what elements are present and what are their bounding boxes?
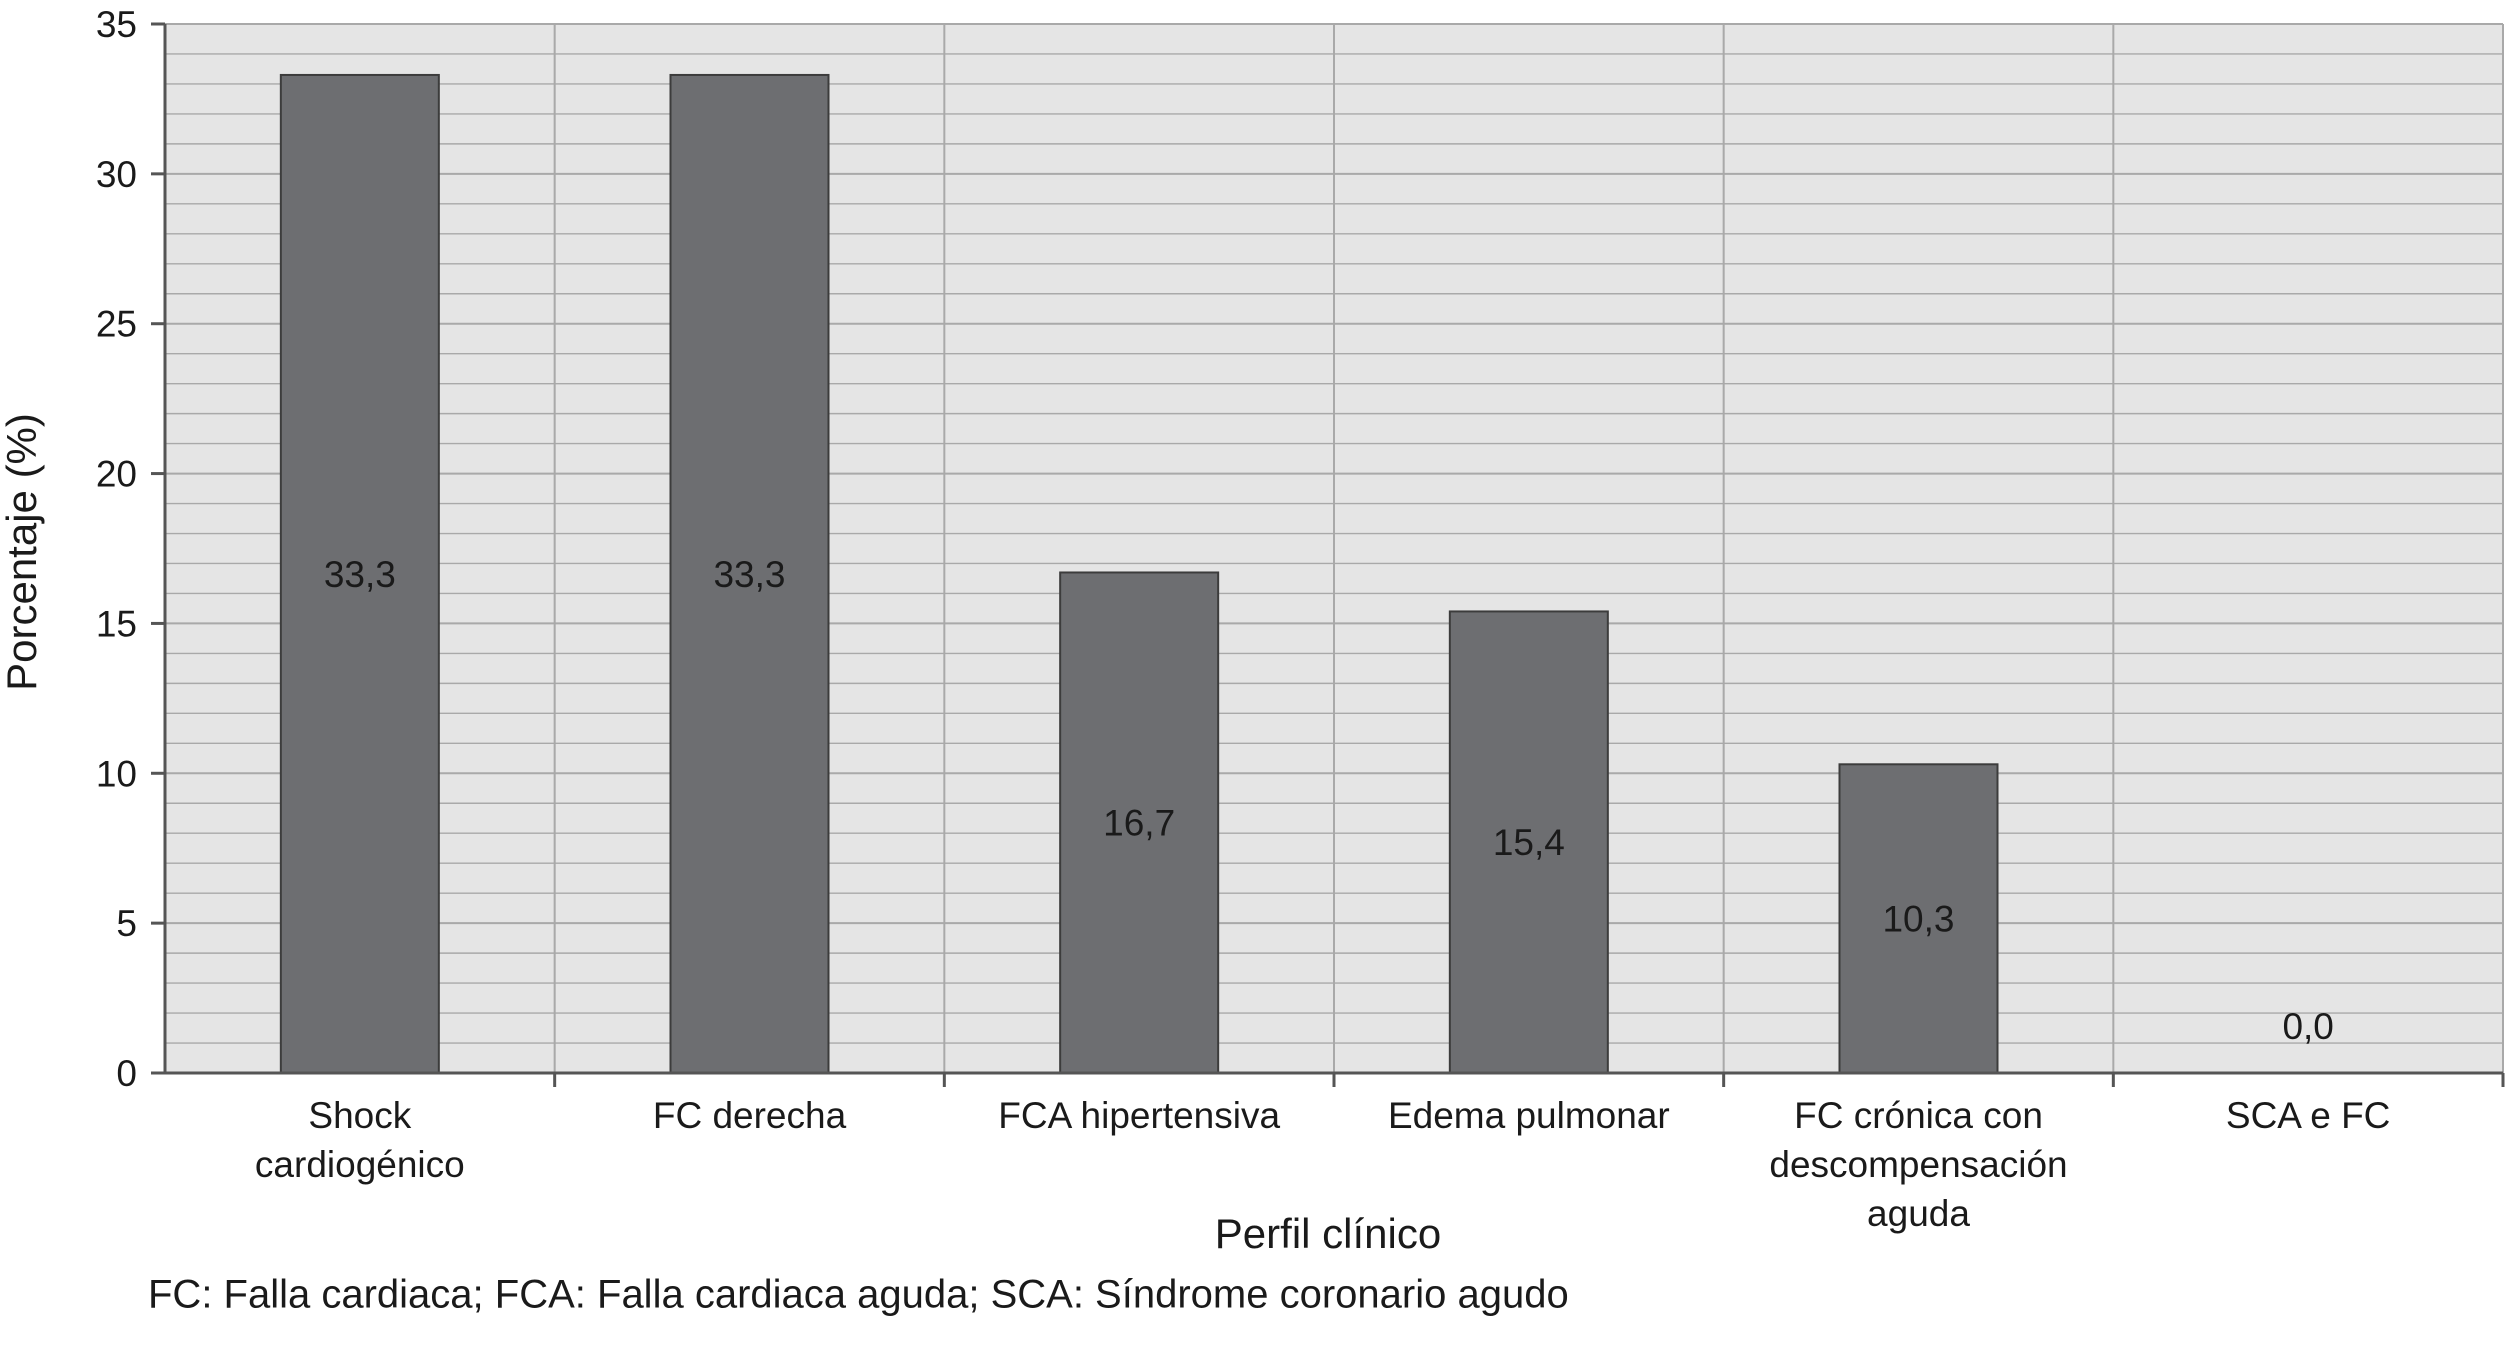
x-tick-label: Shock cardiogénico bbox=[255, 1095, 465, 1185]
x-axis-title: Perfil clínico bbox=[1215, 1210, 1441, 1257]
y-tick-label: 0 bbox=[116, 1053, 137, 1094]
data-label: 0,0 bbox=[2282, 1006, 2333, 1047]
axes bbox=[151, 22, 2505, 1087]
y-tick-label: 10 bbox=[96, 753, 137, 794]
data-label: 33,3 bbox=[713, 554, 785, 595]
y-tick-label: 20 bbox=[96, 454, 137, 495]
y-tick-label: 35 bbox=[96, 4, 137, 45]
labels: 0 5 10 15 20 25 30 35 Shock cardiogénico FC derech… bbox=[96, 4, 2391, 1234]
y-tick-label: 15 bbox=[96, 603, 137, 644]
bars bbox=[279, 73, 1999, 1075]
x-tick-label: SCA e FC bbox=[2226, 1095, 2391, 1136]
bar bbox=[669, 73, 830, 1075]
bar bbox=[1448, 610, 1609, 1074]
y-tick-label: 25 bbox=[96, 304, 137, 345]
data-label: 16,7 bbox=[1103, 803, 1175, 844]
bar bbox=[1838, 763, 1999, 1075]
x-tick-label: FC crónica con descompensación aguda bbox=[1769, 1095, 2067, 1234]
data-label: 33,3 bbox=[324, 554, 396, 595]
y-axis-title: Porcentaje (%) bbox=[0, 413, 45, 691]
y-tick-label: 30 bbox=[96, 154, 137, 195]
bar bbox=[279, 73, 440, 1075]
y-tick-label: 5 bbox=[116, 903, 137, 944]
x-tick-label: Edema pulmonar bbox=[1388, 1095, 1670, 1136]
bar bbox=[1059, 571, 1220, 1075]
data-label: 15,4 bbox=[1493, 822, 1565, 863]
footnote: FC: Falla cardiaca; FCA: Falla cardiaca … bbox=[148, 1272, 1569, 1317]
x-tick-label: FCA hipertensiva bbox=[998, 1095, 1280, 1136]
data-label: 10,3 bbox=[1882, 899, 1954, 940]
gridlines bbox=[165, 23, 2504, 1073]
x-tick-label: FC derecha bbox=[653, 1095, 847, 1136]
